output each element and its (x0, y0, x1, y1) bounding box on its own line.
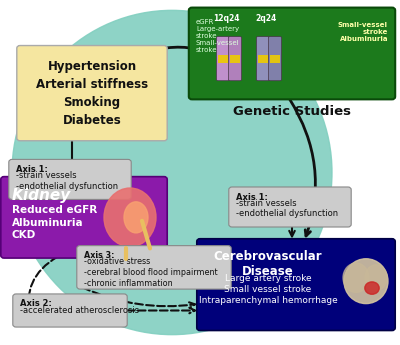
FancyBboxPatch shape (216, 37, 230, 81)
FancyBboxPatch shape (256, 37, 270, 81)
FancyBboxPatch shape (9, 159, 131, 199)
Bar (218, 55, 228, 63)
Ellipse shape (124, 202, 148, 233)
FancyBboxPatch shape (268, 37, 282, 81)
Text: Axis 2:: Axis 2: (20, 299, 52, 308)
FancyBboxPatch shape (197, 239, 395, 331)
Text: -oxidative stress
-cerebral blood flood impairment
-chronic inflammation: -oxidative stress -cerebral blood flood … (84, 257, 218, 288)
Ellipse shape (104, 188, 156, 247)
FancyBboxPatch shape (17, 46, 167, 141)
FancyBboxPatch shape (13, 294, 127, 327)
Text: Small-vessel
stroke
Albuminuria: Small-vessel stroke Albuminuria (338, 22, 388, 42)
FancyBboxPatch shape (189, 8, 395, 99)
Text: -strain vessels
-endothelial dysfunction: -strain vessels -endothelial dysfunction (236, 199, 338, 218)
Text: Axis 1:: Axis 1: (236, 193, 268, 201)
Text: Cerebrovascular
Disease: Cerebrovascular Disease (214, 250, 322, 278)
Ellipse shape (344, 259, 388, 304)
Text: Kidney: Kidney (12, 188, 71, 203)
FancyBboxPatch shape (77, 246, 231, 289)
FancyBboxPatch shape (229, 187, 351, 227)
Ellipse shape (12, 10, 332, 335)
Bar (258, 55, 268, 63)
FancyBboxPatch shape (228, 37, 242, 81)
Text: Axis 1:: Axis 1: (16, 165, 48, 174)
Text: Reduced eGFR
Albuminuria
CKD: Reduced eGFR Albuminuria CKD (12, 205, 97, 240)
Bar (270, 55, 280, 63)
Text: 2q24: 2q24 (255, 14, 277, 23)
Text: Axis 3:: Axis 3: (84, 251, 114, 260)
Text: -accelerated atherosclerosis: -accelerated atherosclerosis (20, 306, 139, 315)
Circle shape (365, 282, 379, 294)
FancyBboxPatch shape (1, 177, 167, 258)
Bar (230, 55, 240, 63)
Ellipse shape (343, 263, 369, 292)
Text: Hypertension
Arterial stiffness
Smoking
Diabetes: Hypertension Arterial stiffness Smoking … (36, 60, 148, 127)
Text: eGFR
Large-artery
stroke
Small-vessel
stroke: eGFR Large-artery stroke Small-vessel st… (196, 19, 240, 53)
Text: -strain vessels
-endothelial dysfunction: -strain vessels -endothelial dysfunction (16, 171, 118, 191)
Text: Large artery stroke
Small vessel stroke
Intraparenchymal hemorrhage: Large artery stroke Small vessel stroke … (199, 274, 337, 305)
Text: Genetic Studies: Genetic Studies (233, 105, 351, 118)
Ellipse shape (365, 265, 387, 290)
Text: 12q24: 12q24 (214, 14, 240, 23)
